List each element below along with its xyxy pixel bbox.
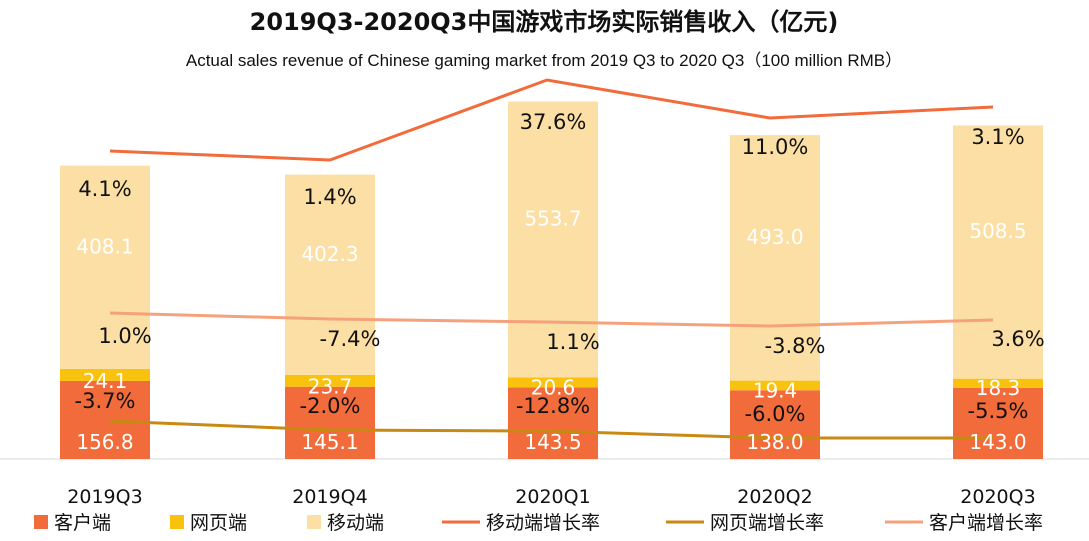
client-growth-label: -12.8% [516,394,590,418]
bar-client-2020Q2 [730,390,820,459]
data-label-mobile: 408.1 [76,234,133,258]
legend-swatch [307,515,321,529]
legend: 客户端 网页端 移动端 移动端增长率 网页端增长率 客户端增长率 [34,512,1043,534]
growth-line-client [109,311,994,328]
data-label-web: 19.4 [753,378,798,402]
legend-swatch [170,515,184,529]
client-growth-label: -6.0% [745,402,806,426]
mobile-growth-label: 37.6% [520,110,587,134]
bar-web-2020Q3 [953,378,1043,388]
mobile-growth-label: 11.0% [742,135,809,159]
bar-client-2020Q3 [953,387,1043,459]
data-label-web: 18.3 [976,376,1021,400]
web-growth-label: 1.0% [98,324,151,348]
data-label-mobile: 553.7 [524,206,581,230]
bar-mobile-2020Q3 [953,125,1043,379]
x-tick-label: 2020Q1 [515,486,590,508]
web-growth-label: -7.4% [320,327,381,351]
bar-web-2019Q4 [285,374,375,387]
growth-line-mobile [109,78,994,162]
data-label-mobile: 508.5 [969,219,1026,243]
legend-label: 网页端 [190,512,247,534]
bar-client-2019Q3 [60,380,150,459]
web-growth-label: -3.8% [765,334,826,358]
client-growth-label: -5.5% [968,399,1029,423]
data-label-web: 23.7 [308,375,353,399]
mobile-growth-label: 1.4% [303,185,356,209]
legend-label: 移动端 [327,512,384,534]
data-label-mobile: 493.0 [746,225,803,249]
chart-subtitle: Actual sales revenue of Chinese gaming m… [186,51,902,70]
bar-client-2019Q4 [285,386,375,459]
bar-client-2020Q1 [508,387,598,459]
mobile-growth-label: 3.1% [971,125,1024,149]
client-growth-label: -3.7% [75,389,136,413]
x-tick-label: 2019Q3 [67,486,142,508]
client-growth-label: -2.0% [300,394,361,418]
x-tick-label: 2020Q3 [960,486,1035,508]
x-tick-label: 2020Q2 [737,486,812,508]
data-label-client: 145.1 [301,430,358,454]
bars-layer [60,101,1043,459]
data-label-client: 143.0 [969,430,1026,454]
mobile-growth-label: 4.1% [78,177,131,201]
legend-label: 客户端增长率 [929,512,1043,534]
legend-label: 移动端增长率 [486,512,600,534]
growth-line-web [109,419,993,440]
data-label-client: 156.8 [76,430,133,454]
bar-mobile-2019Q4 [285,174,375,375]
bar-web-2019Q3 [60,368,150,381]
data-label-web: 20.6 [531,376,576,400]
data-label-mobile: 402.3 [301,242,358,266]
bar-mobile-2020Q1 [508,101,598,378]
growth-lines-layer [109,78,994,440]
bar-mobile-2020Q2 [730,135,820,381]
labels-layer: 156.8 24.1 408.1 145.1 23.7 402.3 143.5 20.6 553… [75,110,1045,454]
bar-web-2020Q1 [508,377,598,388]
x-ticks-layer: 2019Q3 2019Q4 2020Q1 2020Q2 2020Q3 [67,486,1035,508]
legend-label: 网页端增长率 [710,512,824,534]
data-label-client: 138.0 [746,430,803,454]
bar-mobile-2019Q3 [60,165,150,369]
web-growth-label: 1.1% [546,330,599,354]
bar-web-2020Q2 [730,380,820,391]
data-label-client: 143.5 [524,430,581,454]
data-label-web: 24.1 [83,369,128,393]
legend-label: 客户端 [54,512,111,534]
chart-title: 2019Q3-2020Q3中国游戏市场实际销售收入（亿元) [250,8,839,36]
x-tick-label: 2019Q4 [292,486,367,508]
legend-swatch [34,515,48,529]
web-growth-label: 3.6% [991,327,1044,351]
